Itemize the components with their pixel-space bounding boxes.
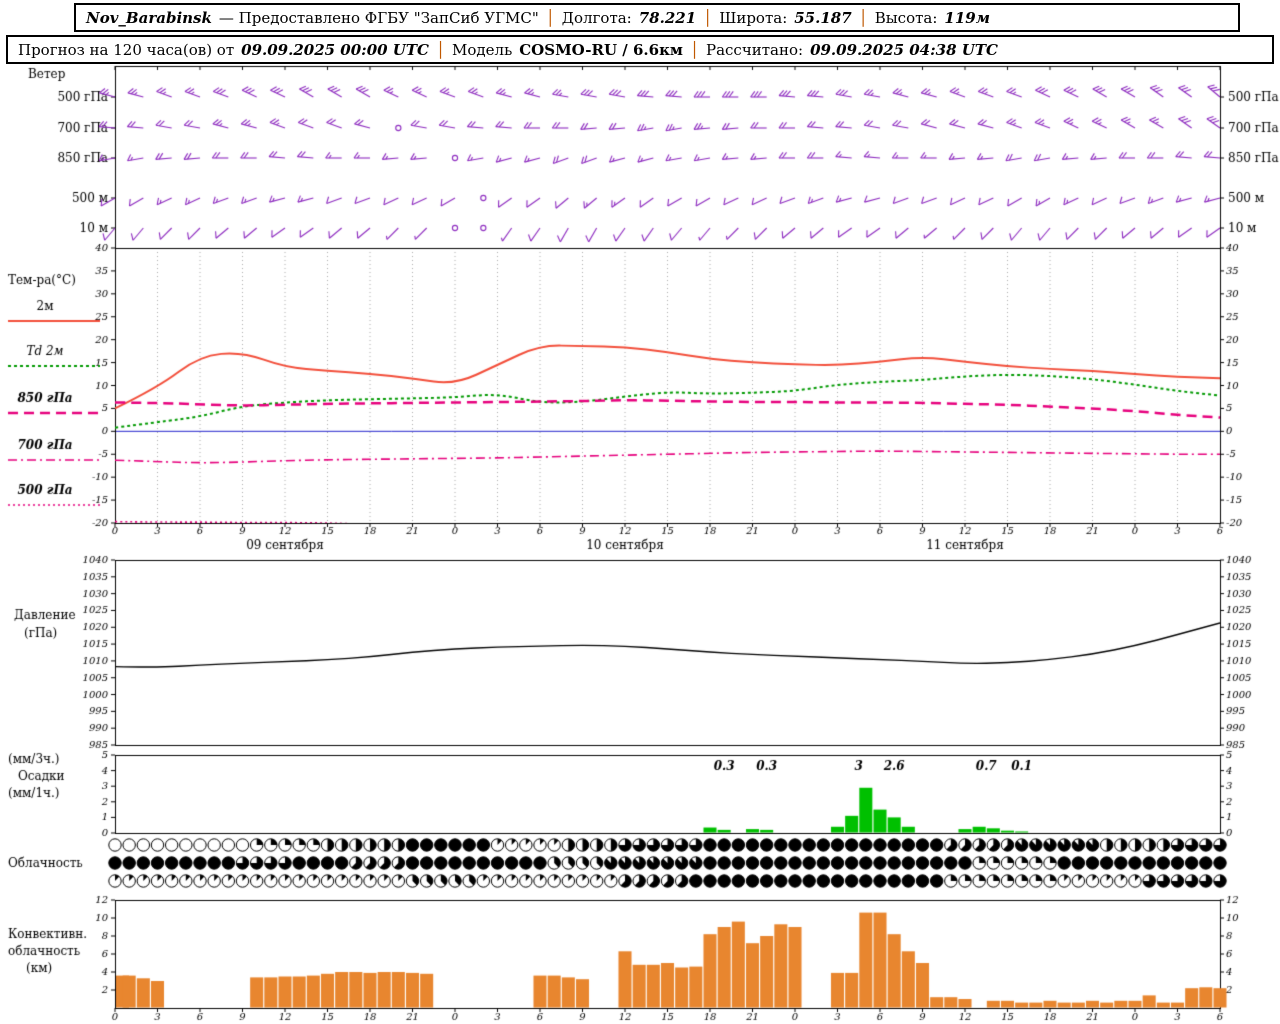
longitude-value: 78.221: [638, 8, 697, 27]
separator: │: [545, 8, 555, 27]
provider-text: — Предоставлено ФГБУ "ЗапСиб УГМС": [218, 8, 539, 27]
calculated-label: Рассчитано:: [705, 40, 804, 59]
meteogram-canvas: [0, 64, 1280, 1024]
altitude-value: 119м: [944, 8, 990, 27]
separator: │: [436, 40, 446, 59]
altitude-label: Высота:: [874, 8, 938, 27]
separator: │: [703, 8, 713, 27]
station-name: Nov_Barabinsk: [86, 8, 212, 27]
latitude-value: 55.187: [794, 8, 852, 27]
longitude-label: Долгота:: [561, 8, 632, 27]
separator: │: [689, 40, 699, 59]
forecast-start-time: 09.09.2025 00:00 UTC: [241, 40, 429, 59]
latitude-label: Широта:: [719, 8, 788, 27]
header-line1: Nov_Barabinsk — Предоставлено ФГБУ "ЗапС…: [74, 3, 1240, 32]
header-line2: Прогноз на 120 часа(ов) от 09.09.2025 00…: [6, 35, 1274, 64]
forecast-label: Прогноз на 120 часа(ов) от: [18, 40, 235, 59]
calculated-time: 09.09.2025 04:38 UTC: [810, 40, 998, 59]
meteogram-page: Nov_Barabinsk — Предоставлено ФГБУ "ЗапС…: [0, 3, 1280, 1024]
model-name: COSMO-RU / 6.6км: [519, 40, 683, 59]
model-label: Модель: [452, 40, 513, 59]
separator: │: [858, 8, 868, 27]
